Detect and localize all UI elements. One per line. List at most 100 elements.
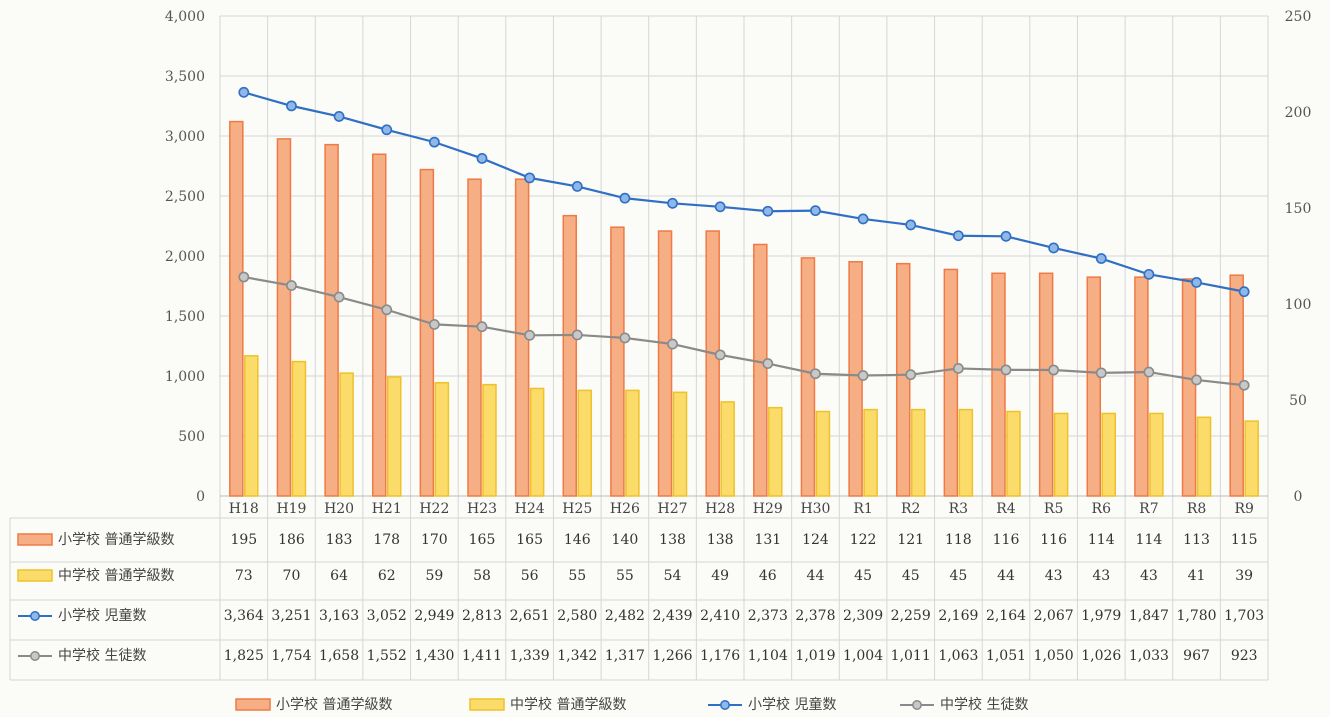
category-label: H29 — [753, 501, 783, 517]
category-label: H27 — [658, 501, 688, 517]
table-cell: 44 — [997, 568, 1015, 584]
table-cell: 2,259 — [891, 608, 931, 624]
line-point — [619, 192, 631, 204]
table-cell: 45 — [854, 568, 872, 584]
gridlines — [9, 15, 1269, 681]
table-cell: 2,169 — [938, 608, 978, 624]
table-row-label: 小学校 普通学級数 — [58, 531, 174, 548]
data-table: 小学校 普通学級数 195 186 183 178 170 165 165 146 140 138 1… — [17, 531, 1264, 664]
table-cell: 55 — [568, 568, 586, 584]
line-point — [714, 349, 726, 361]
table-cell: 131 — [754, 532, 781, 548]
bar — [753, 243, 768, 497]
table-cell: 3,364 — [224, 608, 264, 624]
table-cell: 1,754 — [271, 648, 311, 664]
line-point — [1191, 276, 1202, 288]
left-tick-label: 500 — [178, 429, 205, 445]
line-series — [238, 86, 1250, 391]
bar — [339, 372, 354, 497]
bar — [705, 230, 720, 497]
category-label: H21 — [372, 501, 402, 517]
category-label: H23 — [467, 501, 497, 517]
category-label: R5 — [1044, 501, 1063, 517]
table-row-key — [30, 611, 40, 621]
table-cell: 3,163 — [319, 608, 359, 624]
line-point — [810, 205, 821, 217]
table-cell: 56 — [521, 568, 539, 584]
line-point — [571, 329, 583, 341]
table-cell: 2,378 — [795, 608, 835, 624]
table-row-key — [17, 533, 53, 546]
bar — [863, 408, 878, 497]
bar — [276, 138, 292, 497]
bar — [1101, 412, 1117, 497]
table-cell: 138 — [707, 532, 734, 548]
line-point — [238, 271, 250, 283]
table-row-label: 中学校 生徒数 — [58, 647, 146, 664]
line-point — [1000, 364, 1012, 376]
category-label: R4 — [996, 501, 1016, 517]
table-cell: 59 — [425, 568, 443, 584]
table-cell: 2,410 — [700, 608, 740, 624]
table-cell: 1,266 — [652, 648, 692, 664]
table-cell: 73 — [235, 568, 253, 584]
bar — [291, 360, 307, 497]
table-cell: 1,658 — [319, 648, 359, 664]
table-cell: 43 — [1045, 568, 1063, 584]
legend-label: 中学校 生徒数 — [940, 696, 1028, 713]
category-label: R9 — [1234, 501, 1253, 517]
line-point — [286, 280, 297, 291]
table-cell: 1,063 — [938, 648, 978, 664]
right-tick-label: 200 — [1285, 105, 1312, 121]
line-point — [381, 124, 393, 136]
table-cell: 1,430 — [414, 648, 454, 664]
left-tick-label: 2,000 — [165, 249, 205, 265]
line-point — [1048, 242, 1060, 254]
legend: 小学校 普通学級数 中学校 普通学級数 小学校 児童数 中学校 生徒数 — [235, 696, 1028, 713]
line-point — [333, 291, 345, 303]
category-labels: H18 H19 H20 H21 H22 H23 H24 H25 H26 H27 H28 H29 H30 R… — [229, 501, 1254, 517]
bar — [991, 272, 1006, 497]
category-label: H26 — [610, 501, 640, 517]
category-label: R1 — [853, 501, 872, 517]
bar — [244, 355, 259, 497]
table-cell: 43 — [1140, 568, 1158, 584]
bar — [1006, 410, 1021, 497]
line-point — [1095, 253, 1107, 264]
table-cell: 2,373 — [748, 608, 788, 624]
line-point — [905, 369, 917, 381]
bar — [1053, 412, 1069, 497]
right-tick-label: 250 — [1285, 9, 1312, 25]
table-cell: 49 — [711, 568, 729, 584]
right-y-axis: 0 50 100 150 200 250 — [1285, 9, 1312, 505]
series-line — [243, 275, 1245, 387]
line-point — [1238, 379, 1250, 391]
category-label: R2 — [901, 501, 920, 517]
line-point — [476, 321, 488, 333]
line-point — [1143, 366, 1155, 378]
table-cell: 165 — [516, 532, 543, 548]
bar — [1196, 416, 1212, 497]
right-tick-label: 0 — [1294, 489, 1303, 505]
left-tick-label: 2,500 — [165, 189, 205, 205]
category-label: R3 — [949, 501, 968, 517]
table-cell: 2,482 — [605, 608, 645, 624]
category-label: H20 — [324, 501, 354, 517]
table-cell: 3,052 — [367, 608, 407, 624]
table-cell: 116 — [1040, 532, 1067, 548]
table-cell: 1,847 — [1129, 608, 1169, 624]
table-cell: 2,813 — [462, 608, 502, 624]
line-point — [857, 213, 869, 225]
table-cell: 45 — [949, 568, 967, 584]
table-cell: 1,552 — [367, 648, 407, 664]
legend-label: 中学校 普通学級数 — [510, 696, 626, 713]
line-point — [428, 318, 440, 330]
line-point — [1191, 374, 1202, 386]
bar — [672, 391, 688, 497]
table-cell: 1,051 — [986, 648, 1026, 664]
line-point — [857, 370, 869, 381]
table-cell: 122 — [850, 532, 877, 548]
table-cell: 1,050 — [1034, 648, 1074, 664]
legend-label: 小学校 普通学級数 — [276, 696, 392, 713]
table-cell: 44 — [807, 568, 825, 584]
